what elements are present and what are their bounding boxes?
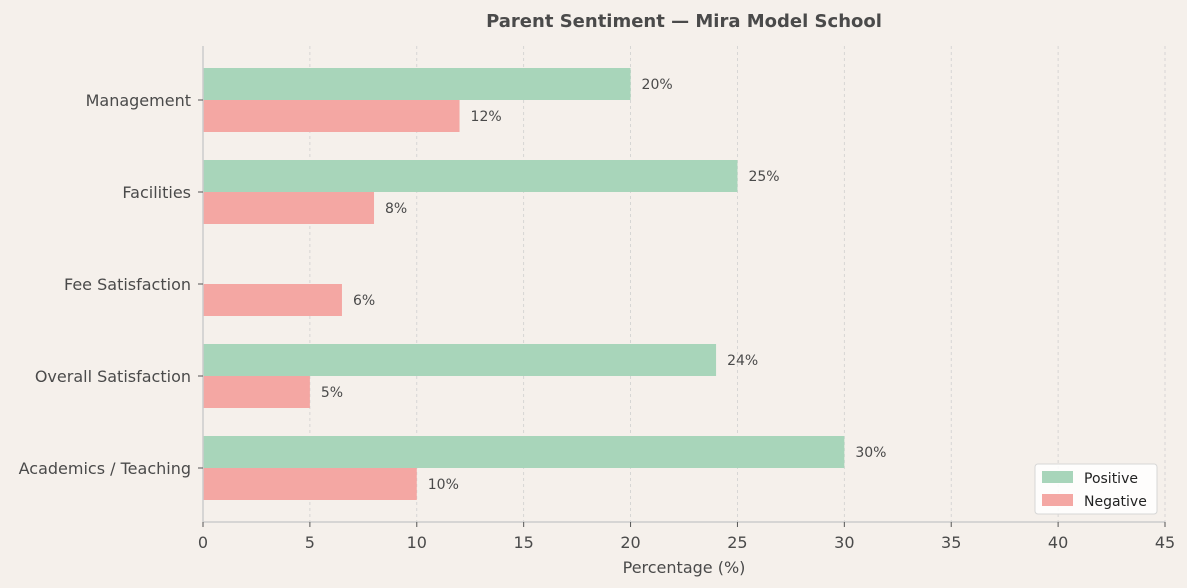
data-label: 25% [748, 169, 779, 185]
bar-negative [203, 100, 460, 132]
data-label: 20% [642, 77, 673, 93]
bar-positive [203, 68, 631, 100]
data-label: 10% [428, 477, 459, 493]
chart-title: Parent Sentiment — Mira Model School [486, 11, 882, 32]
bars [203, 68, 845, 500]
category-label: Fee Satisfaction [64, 275, 191, 294]
legend-swatch-positive [1042, 471, 1073, 483]
x-tick-label: 35 [941, 533, 961, 552]
data-label: 6% [353, 293, 375, 309]
x-axis-label: Percentage (%) [623, 558, 746, 577]
data-label: 24% [727, 353, 758, 369]
x-tick-label: 10 [407, 533, 427, 552]
category-label: Academics / Teaching [19, 459, 191, 478]
bar-negative [203, 284, 342, 316]
x-tick-label: 40 [1048, 533, 1068, 552]
legend-label-negative: Negative [1084, 494, 1147, 510]
bar-negative [203, 376, 310, 408]
bar-positive [203, 160, 738, 192]
bar-negative [203, 192, 375, 224]
bar-positive [203, 436, 845, 468]
x-ticks: 0 5 10 15 20 25 30 35 40 45 [198, 522, 1175, 552]
x-tick-label: 45 [1155, 533, 1175, 552]
category-labels: Management Facilities Fee Satisfaction Over… [19, 91, 203, 478]
x-tick-label: 0 [198, 533, 208, 552]
data-label: 8% [385, 201, 407, 217]
data-label: 5% [321, 385, 343, 401]
data-label: 12% [471, 109, 502, 125]
legend-label-positive: Positive [1084, 471, 1138, 487]
category-label: Facilities [122, 183, 191, 202]
x-tick-label: 5 [305, 533, 315, 552]
x-tick-label: 20 [620, 533, 640, 552]
data-label: 30% [855, 445, 886, 461]
data-labels: 20% 25% 24% 30% 12% 8% 6% 5% 10% [321, 77, 887, 493]
x-tick-label: 15 [513, 533, 533, 552]
category-label: Overall Satisfaction [35, 367, 191, 386]
x-tick-label: 30 [834, 533, 854, 552]
bar-negative [203, 468, 417, 500]
category-label: Management [86, 91, 191, 110]
legend-swatch-negative [1042, 494, 1073, 506]
bar-positive [203, 344, 717, 376]
x-tick-label: 25 [727, 533, 747, 552]
legend: Positive Negative [1034, 463, 1158, 515]
